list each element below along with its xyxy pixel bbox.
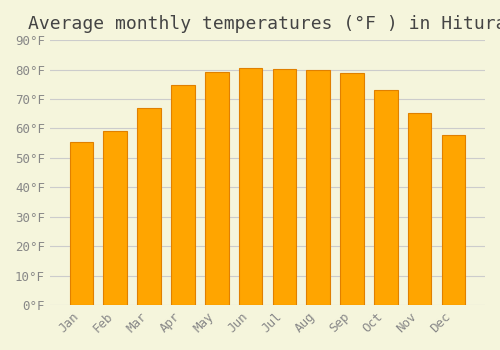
Bar — [138, 107, 161, 305]
Bar — [374, 90, 398, 305]
Bar — [340, 73, 364, 305]
Title: Average monthly temperatures (°F ) in Hitura: Average monthly temperatures (°F ) in Hi… — [28, 15, 500, 33]
Bar — [408, 113, 432, 305]
Bar — [104, 131, 127, 305]
Bar — [70, 142, 94, 305]
Bar — [238, 68, 262, 305]
Bar — [442, 135, 465, 305]
Bar — [306, 70, 330, 305]
Bar — [171, 85, 194, 305]
Bar — [272, 69, 296, 305]
Bar — [205, 72, 229, 305]
